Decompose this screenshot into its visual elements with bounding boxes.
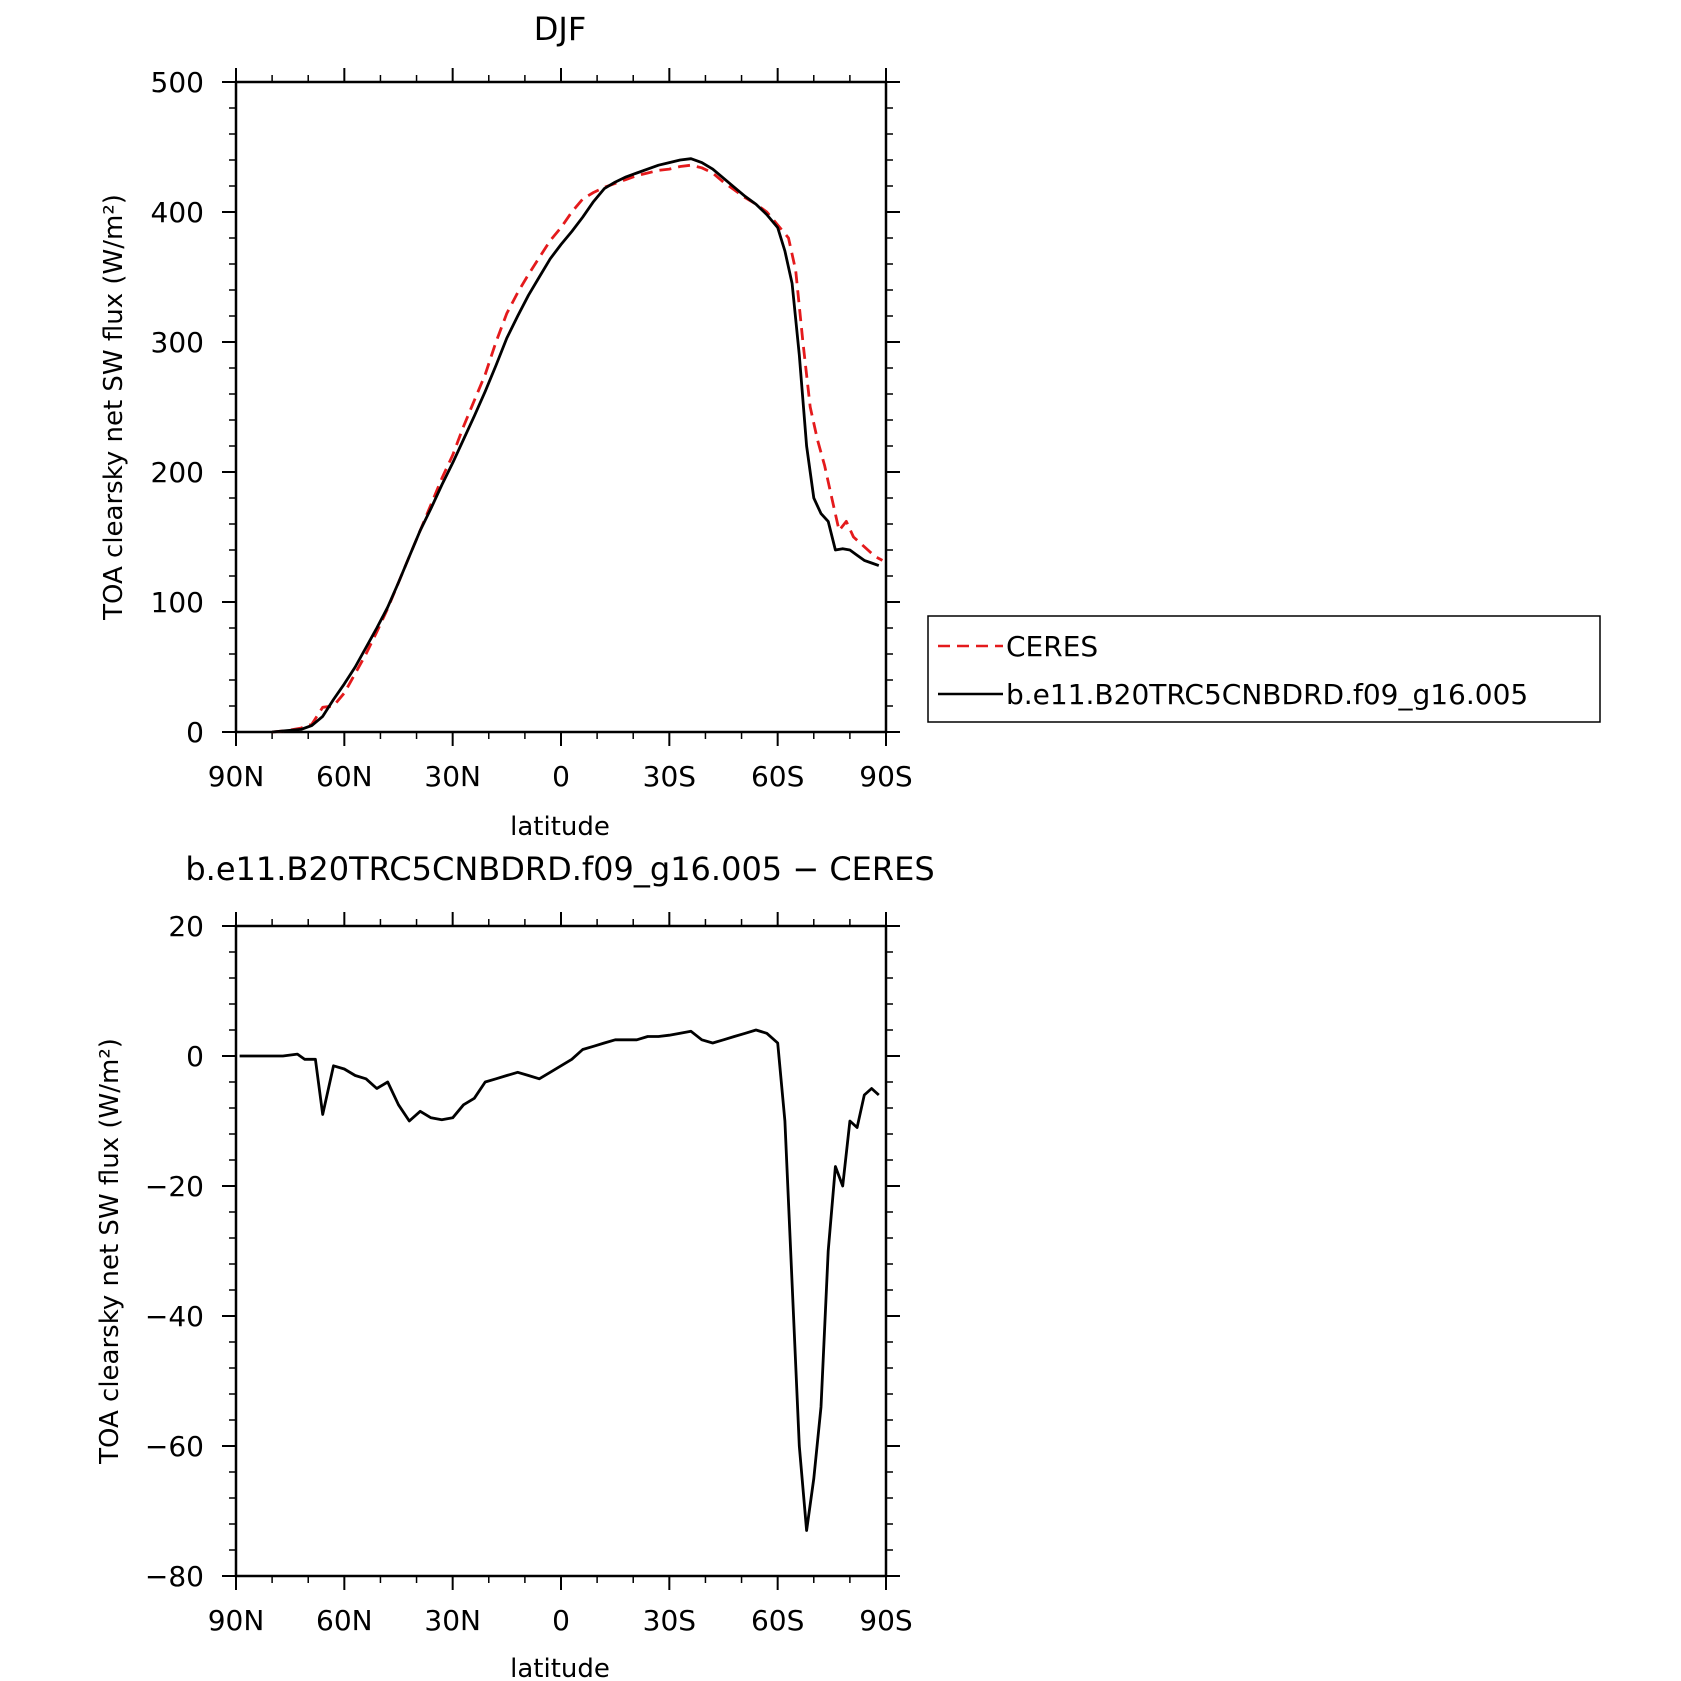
- top-series-line-0: [271, 163, 884, 734]
- top-y-tick-label: 0: [186, 716, 204, 749]
- legend-label-ceres: CERES: [1006, 630, 1098, 663]
- top-chart-title: DJF: [534, 10, 586, 48]
- legend-box: [927, 615, 1601, 723]
- bottom-y-tick-label: 0: [186, 1040, 204, 1073]
- bottom-y-tick-label: −40: [145, 1300, 204, 1333]
- bottom-x-tick-label: 60S: [751, 1604, 804, 1637]
- legend: CERES b.e11.B20TRC5CNBDRD.f09_g16.005: [927, 615, 1601, 723]
- top-y-tick-label: 500: [151, 66, 204, 99]
- bottom-y-tick-label: −20: [145, 1170, 204, 1203]
- bottom-axis-ticks: 90N 60N 30N 0 30S 60S 90S −80 −60 −40 −20 0 20: [145, 910, 913, 1637]
- top-axis-ticks: 90N 60N 30N 0 30S 60S 90S 0 100 200 300 400 500: [151, 66, 913, 793]
- top-x-tick-label: 90S: [859, 760, 912, 793]
- top-x-tick-label: 60S: [751, 760, 804, 793]
- top-series-line-1: [271, 157, 880, 734]
- bottom-chart-title: b.e11.B20TRC5CNBDRD.f09_g16.005 − CERES: [185, 850, 934, 888]
- bottom-x-axis-label: latitude: [510, 1654, 610, 1681]
- top-panel-line-chart: DJF 90N 60N 30N 0 30S 60S 90S0100200300400500 …: [99, 10, 1601, 842]
- top-x-tick-label: 90N: [208, 760, 265, 793]
- top-y-tick-label: 400: [151, 196, 204, 229]
- bottom-y-tick-label: −80: [145, 1560, 204, 1593]
- top-x-tick-label: 30N: [424, 760, 481, 793]
- bottom-x-tick-label: 90S: [859, 1604, 912, 1637]
- bottom-x-tick-label: 60N: [316, 1604, 373, 1637]
- top-y-tick-label: 200: [151, 456, 204, 489]
- top-x-axis-label: latitude: [510, 812, 610, 842]
- bottom-x-tick-label: 30S: [643, 1604, 696, 1637]
- top-y-tick-label: 100: [151, 586, 204, 619]
- bottom-panel-difference-chart: b.e11.B20TRC5CNBDRD.f09_g16.005 − CERES …: [95, 850, 935, 1681]
- top-y-tick-label: 300: [151, 326, 204, 359]
- top-y-axis-label: TOA clearsky net SW flux (W/m²): [99, 194, 129, 621]
- bottom-y-tick-label: 20: [168, 910, 204, 943]
- top-x-tick-label: 30S: [643, 760, 696, 793]
- legend-label-model: b.e11.B20TRC5CNBDRD.f09_g16.005: [1006, 678, 1528, 711]
- bottom-x-tick-label: 30N: [424, 1604, 481, 1637]
- top-x-tick-label: 0: [552, 760, 570, 793]
- top-x-tick-label: 60N: [316, 760, 373, 793]
- bottom-x-tick-label: 0: [552, 1604, 570, 1637]
- bottom-x-tick-label: 90N: [208, 1604, 265, 1637]
- bottom-y-axis-label: TOA clearsky net SW flux (W/m²): [95, 1038, 125, 1465]
- top-series-group: [271, 157, 884, 734]
- bottom-y-tick-label: −60: [145, 1430, 204, 1463]
- bottom-series-line-0: [239, 1028, 880, 1532]
- bottom-series-group: [239, 1028, 880, 1532]
